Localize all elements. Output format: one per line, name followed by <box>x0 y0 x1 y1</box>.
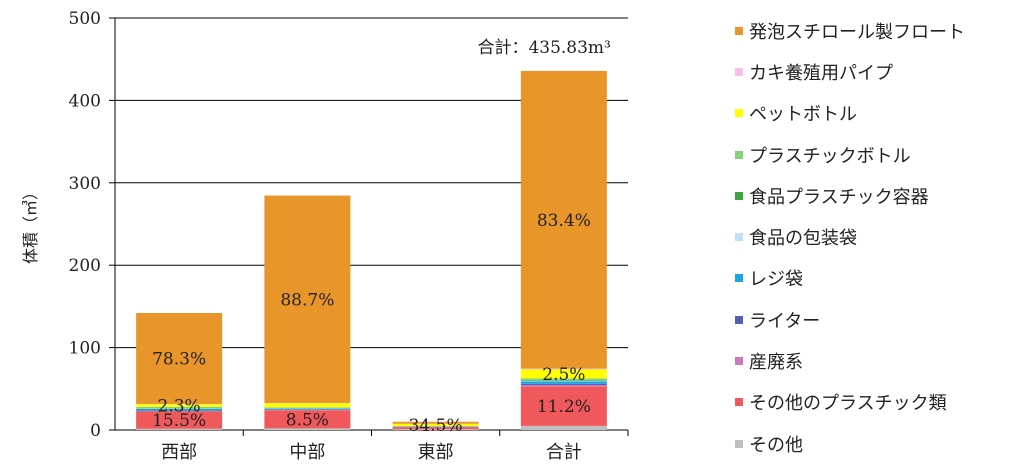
bar-segment <box>264 428 351 430</box>
legend-swatch <box>735 357 743 366</box>
bar-segment <box>392 427 479 430</box>
chart-legend: 発泡スチロール製フロート カキ養殖用パイプ ペットボトルプラスチックボトル 食品プラス… <box>735 10 965 464</box>
legend-item: レジ袋 <box>735 258 965 299</box>
data-label: 2.5% <box>542 365 585 385</box>
legend-label: 発泡スチロール製フロート <box>749 21 965 43</box>
bar-segment <box>264 408 351 410</box>
legend-label: カキ養殖用パイプ <box>749 62 893 84</box>
bar-segment <box>520 385 607 387</box>
x-tick-label: 西部 <box>161 442 197 463</box>
legend-swatch <box>735 109 743 118</box>
bar-segment <box>392 429 479 430</box>
legend-swatch <box>735 150 743 159</box>
legend-item: ライター <box>735 299 965 340</box>
data-label: 8.5% <box>286 410 329 430</box>
bar-segment <box>520 380 607 382</box>
y-axis-label: 体積（㎥） <box>21 184 40 264</box>
data-label: 15.5% <box>152 411 206 431</box>
total-annotation: 合計：435.83m³ <box>477 38 610 58</box>
legend-item: 産廃系 <box>735 340 965 381</box>
y-tick-label: 100 <box>69 339 101 359</box>
legend-label: その他 <box>749 434 803 456</box>
bar-segment <box>520 425 607 430</box>
bar-segment <box>392 421 479 424</box>
legend-item: 食品の包装袋 <box>735 216 965 257</box>
data-label: 11.2% <box>537 397 591 417</box>
data-label: 78.3% <box>152 349 206 369</box>
data-label: 2.3% <box>158 397 201 417</box>
bar-segment <box>520 383 607 386</box>
y-tick-label: 300 <box>69 174 101 194</box>
bar-segment <box>520 369 607 379</box>
bar-segment <box>392 423 479 426</box>
bar-segment <box>264 403 351 408</box>
legend-item: 発泡スチロール製フロート <box>735 10 965 51</box>
y-tick-label: 0 <box>90 421 101 441</box>
bar-segment <box>520 378 607 380</box>
legend-item: プラスチックボトル <box>735 134 965 175</box>
bar-segment <box>264 195 351 403</box>
legend-label: プラスチックボトル <box>749 145 911 167</box>
legend-swatch <box>735 233 743 242</box>
bar-segment <box>136 404 223 407</box>
legend-swatch <box>735 26 743 35</box>
bar-segment <box>136 312 223 404</box>
legend-swatch <box>735 398 743 407</box>
legend-swatch <box>735 67 743 76</box>
y-tick-label: 500 <box>69 9 101 29</box>
legend-item: その他のプラスチック類 <box>735 382 965 423</box>
x-tick-label: 東部 <box>418 442 454 463</box>
bar-segment <box>136 428 223 430</box>
legend-label: 産廃系 <box>749 352 803 374</box>
bar-segment <box>520 381 607 384</box>
legend-swatch <box>735 439 743 448</box>
bar-segment <box>136 408 223 411</box>
bar-segment <box>136 411 223 429</box>
legend-item: ペットボトル <box>735 93 965 134</box>
legend-label: 食品の包装袋 <box>749 228 857 250</box>
bar-segment <box>136 406 223 409</box>
legend-label: 食品プラスチック容器 <box>749 186 929 208</box>
bar-segment <box>520 70 607 369</box>
legend-swatch <box>735 274 743 283</box>
legend-label: その他のプラスチック類 <box>749 393 947 415</box>
legend-item: 食品プラスチック容器 <box>735 175 965 216</box>
x-tick-label: 合計 <box>546 442 582 463</box>
y-tick-label: 200 <box>69 256 101 276</box>
bar-segment <box>520 379 607 381</box>
y-tick-label: 400 <box>69 91 101 111</box>
legend-label: ライター <box>749 310 821 332</box>
bar-segment <box>520 368 607 370</box>
legend-item: カキ養殖用パイプ <box>735 51 965 92</box>
data-label: 88.7% <box>280 290 334 310</box>
legend-label: ペットボトル <box>749 104 857 126</box>
legend-label: レジ袋 <box>749 269 803 291</box>
stacked-bar-chart: 0 100 200 300 400 500 体積（㎥） 西部 中部 東部 合計 78.3% 2.3%15… <box>21 9 629 463</box>
legend-swatch <box>735 315 743 324</box>
data-label: 83.4% <box>537 211 591 231</box>
data-label: 34.5% <box>409 416 463 436</box>
bar-segment <box>264 410 351 429</box>
bar-segment <box>520 386 607 426</box>
legend-swatch <box>735 191 743 200</box>
x-tick-label: 中部 <box>289 442 325 463</box>
legend-item: その他 <box>735 423 965 464</box>
